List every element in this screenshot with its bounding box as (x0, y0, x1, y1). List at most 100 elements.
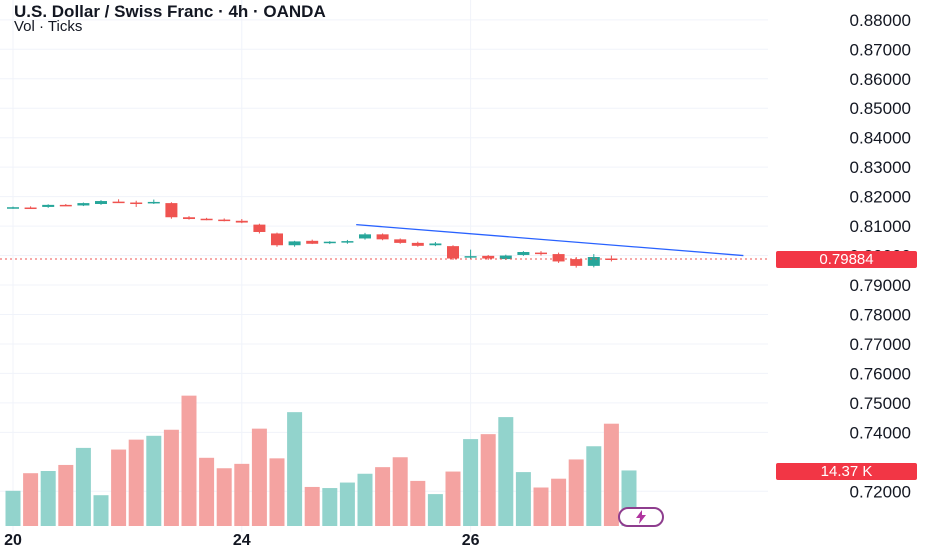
candle-body (271, 233, 283, 246)
candle (165, 202, 178, 219)
volume-bar (498, 417, 514, 526)
candle-body (288, 241, 301, 246)
price-tick-label: 0.78000 (850, 305, 911, 324)
volume-bar (427, 494, 443, 526)
volume-bar (251, 428, 267, 526)
volume-bar (287, 412, 303, 526)
price-tick-label: 0.72000 (850, 482, 911, 501)
candle (253, 223, 266, 234)
volume-bar (304, 486, 320, 526)
candle-body (147, 201, 160, 204)
candle-body (359, 234, 371, 239)
candle-body (42, 204, 55, 207)
candle-body (570, 259, 583, 266)
volume-value-label: 14.37 K (776, 463, 917, 480)
volume-bar (111, 449, 127, 526)
candle (464, 249, 477, 260)
volume-bar (234, 463, 250, 526)
candle (112, 199, 125, 204)
price-tick-label: 0.84000 (850, 129, 911, 148)
candle-body (95, 201, 107, 204)
volume-bar (128, 439, 144, 526)
price-tick-label: 0.82000 (850, 188, 911, 207)
price-tick-label: 0.74000 (850, 423, 911, 442)
price-tick-label: 0.76000 (850, 364, 911, 383)
candle (235, 219, 248, 224)
grid-lines (0, 0, 768, 532)
volume-bar (375, 467, 391, 526)
price-tick-label: 0.86000 (850, 70, 911, 89)
candle (24, 206, 37, 210)
candle (271, 232, 283, 247)
volume-bar (163, 429, 179, 526)
candle-body (499, 255, 512, 260)
candle (147, 199, 160, 204)
candle-body (429, 243, 442, 246)
price-axis[interactable]: 0.88000 0.87000 0.86000 0.85000 0.84000 0.830… (768, 0, 932, 550)
candle (376, 233, 389, 241)
candle-body (7, 207, 19, 209)
volume-bar (515, 472, 531, 526)
candle (7, 206, 19, 209)
volume-bar (603, 423, 619, 526)
volume-bar (322, 488, 338, 526)
price-tick-label: 0.79000 (850, 276, 911, 295)
price-tick-label: 0.83000 (850, 158, 911, 177)
volume-bar (269, 458, 285, 526)
candle (447, 245, 459, 260)
volume-bar (480, 434, 496, 526)
candle-body (447, 246, 459, 259)
candle-body (165, 203, 178, 218)
candle-body (218, 219, 231, 222)
volume-bar (216, 468, 232, 526)
volume-bar (75, 447, 91, 526)
volume-bar (5, 490, 21, 526)
volume-bar (58, 464, 74, 526)
candle-body (253, 224, 266, 232)
candle (552, 252, 565, 263)
lightning-bolt-icon[interactable] (618, 507, 664, 527)
volume-bar (181, 395, 197, 526)
candle (587, 254, 600, 268)
volume-indicator-label[interactable]: Vol · Ticks (14, 18, 83, 35)
volume-bar (40, 471, 56, 526)
volume-bar (93, 495, 109, 526)
candle-body (517, 252, 530, 255)
candle-body (411, 242, 424, 246)
candle (535, 251, 547, 256)
candle (411, 241, 424, 247)
volume-bar (445, 471, 461, 526)
time-axis[interactable]: 20 24 26 (4, 532, 479, 549)
candle (341, 239, 354, 244)
candle-body (552, 254, 565, 262)
candle (200, 217, 213, 221)
time-tick-label: 20 (4, 532, 22, 549)
price-tick-label: 0.85000 (850, 99, 911, 118)
candle-body (341, 241, 354, 243)
candle (218, 218, 231, 222)
price-tick-label: 0.75000 (850, 394, 911, 413)
trend-line[interactable] (356, 223, 744, 257)
volume-bar (568, 459, 584, 526)
candle (42, 204, 55, 208)
candle (95, 200, 107, 205)
candle (288, 240, 301, 247)
candle-body (130, 202, 143, 205)
volume-bar (339, 482, 355, 526)
volume-bar (392, 457, 408, 526)
candle-body (376, 234, 389, 240)
candle-body (24, 207, 37, 210)
volume-bar (357, 473, 373, 526)
time-tick-label: 24 (233, 532, 251, 549)
volume-bar (551, 478, 567, 526)
volume-bars (5, 395, 637, 526)
candle-body (306, 240, 319, 244)
candle (77, 202, 90, 207)
volume-bar (23, 473, 39, 526)
candle (429, 242, 442, 247)
price-axis-background (768, 0, 932, 550)
symbol-title: U.S. Dollar / Swiss Franc · 4h · OANDA (14, 2, 326, 21)
current-price-label: 0.79884 (776, 250, 917, 268)
candle (359, 232, 371, 240)
